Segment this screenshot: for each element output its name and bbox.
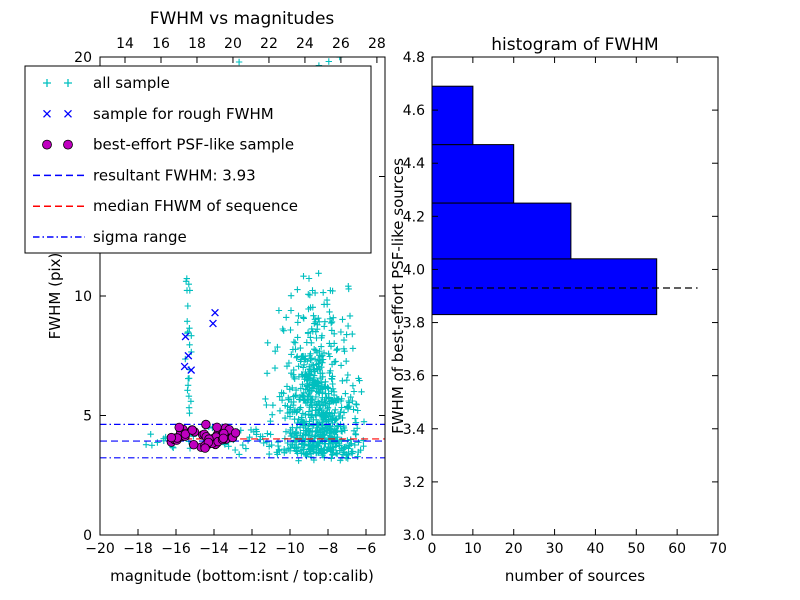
legend-label: resultant FWHM: 3.93 [93, 166, 256, 184]
y-tick-label: 3.6 [403, 369, 425, 385]
x-tick-label: 40 [587, 541, 605, 557]
scatter-ylabel: FWHM (pix) [46, 253, 64, 340]
x-tick-label: 30 [546, 541, 564, 557]
y-tick-label: 10 [74, 289, 92, 305]
psf-sample-point [212, 422, 222, 433]
top-tick-label: 22 [260, 36, 278, 52]
legend-marker-x [64, 109, 72, 118]
legend-marker-plus [43, 79, 51, 87]
legend-box [24, 65, 372, 254]
y-tick-label: 20 [74, 50, 92, 66]
scatter-plot: FWHM vs magnitudes magnitude (bottom:isn… [24, 9, 386, 585]
psf-sample-point [201, 419, 211, 430]
x-tick-label: −12 [237, 541, 267, 557]
psf-sample-point [188, 440, 199, 450]
x-tick-label: 0 [428, 541, 437, 557]
y-tick-label: 4.8 [403, 50, 425, 66]
scatter-xlabel: magnitude (bottom:isnt / top:calib) [110, 567, 374, 585]
y-tick-label: 4.4 [403, 156, 425, 172]
x-tick-label: −14 [199, 541, 229, 557]
y-tick-label: 3.8 [403, 316, 425, 332]
x-tick-label: −10 [275, 541, 305, 557]
rough-fwhm-points [180, 308, 219, 374]
top-tick-label: 16 [152, 36, 170, 52]
x-tick-label: 60 [668, 541, 686, 557]
x-tick-label: −20 [85, 541, 115, 557]
y-tick-label: 3.0 [403, 528, 425, 544]
scatter-content [100, 57, 385, 464]
x-tick-label: 50 [627, 541, 645, 557]
psf-sample-point [180, 429, 191, 439]
y-tick-label: 3.4 [403, 422, 425, 438]
psf-sample-point [174, 422, 184, 433]
top-tick-label: 24 [296, 36, 314, 52]
histogram-content [431, 85, 698, 316]
hist-bar [431, 85, 474, 146]
histogram-xlabel: number of sources [505, 567, 645, 585]
legend-label: all sample [93, 74, 170, 92]
scatter-axes: −20−18−16−14−12−10−8−6051015201416182022… [74, 36, 386, 557]
histogram-ylabel: FWHM of best-effort PSF-like sources [389, 158, 407, 434]
scatter-title: FWHM vs magnitudes [150, 9, 335, 29]
y-tick-label: 4.6 [403, 103, 425, 119]
x-tick-label: 70 [709, 541, 727, 557]
legend-marker-circle [42, 139, 52, 150]
top-tick-label: 28 [368, 36, 386, 52]
legend-label: sample for rough FWHM [93, 105, 274, 123]
psf-sample-point [200, 443, 210, 453]
y-tick-label: 4.0 [403, 262, 425, 278]
x-tick-label: 20 [505, 541, 523, 557]
top-tick-label: 20 [224, 36, 242, 52]
y-tick-label: 3.2 [403, 475, 425, 491]
legend-label: best-effort PSF-like sample [93, 136, 294, 154]
y-tick-label: 5 [83, 409, 92, 425]
x-tick-label: −18 [123, 541, 153, 557]
legend-marker-circle [63, 139, 73, 150]
y-tick-label: 4.2 [403, 209, 425, 225]
hist-bar [431, 144, 515, 204]
histogram-axes: 0 10 20 30 40 50 60 70 3.0 3.2 3.4 3.6 3.8 4.0 4.2 4.4 4… [403, 50, 727, 557]
psf-sample-point [230, 428, 241, 438]
hist-bar [431, 258, 658, 316]
psf-sample-point [187, 425, 198, 435]
histogram-title: histogram of FWHM [491, 35, 658, 55]
legend-label: sigma range [93, 228, 187, 246]
y-tick-label: 0 [83, 528, 92, 544]
legend: all sample sample for rough FWHM best-effo… [24, 65, 372, 254]
histogram-plot: histogram of FWHM number of sources FWHM… [389, 35, 727, 585]
legend-marker-x [43, 109, 51, 118]
hist-bar [431, 202, 572, 260]
legend-label: median FHWM of sequence [93, 197, 298, 215]
x-tick-label: −8 [318, 541, 339, 557]
legend-marker-plus [64, 79, 72, 87]
x-tick-label: −16 [161, 541, 191, 557]
top-tick-label: 14 [116, 36, 134, 52]
histogram-axes-box [431, 56, 719, 536]
psf-sample-point [218, 433, 229, 444]
x-tick-label: 10 [464, 541, 482, 557]
x-tick-label: −6 [356, 541, 377, 557]
psf-sample-point [166, 432, 177, 443]
top-tick-label: 26 [332, 36, 350, 52]
top-tick-label: 18 [188, 36, 206, 52]
